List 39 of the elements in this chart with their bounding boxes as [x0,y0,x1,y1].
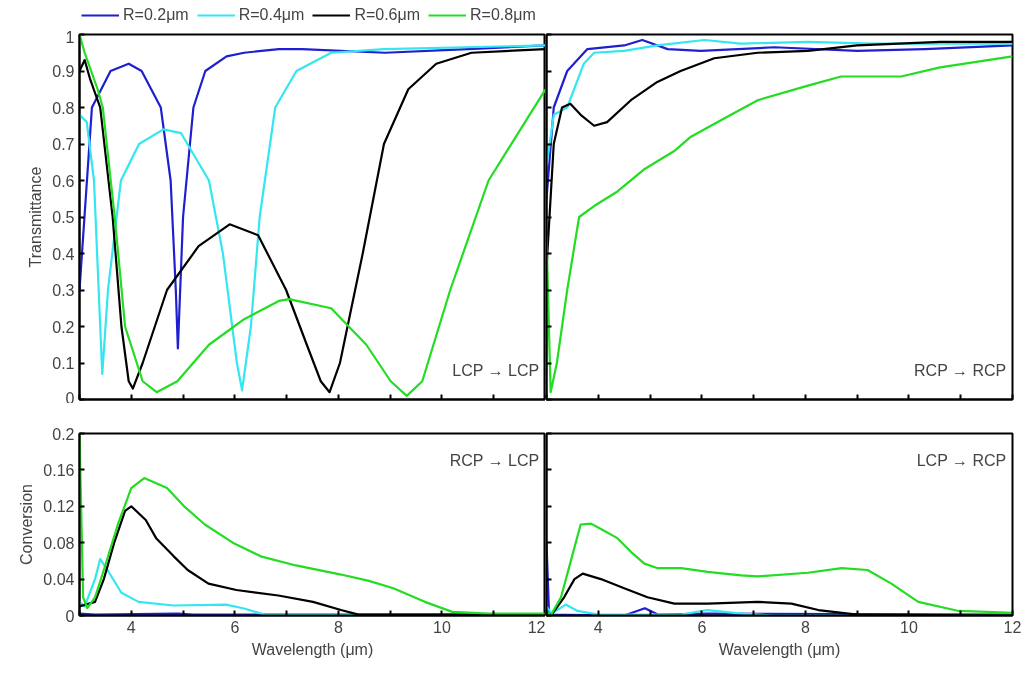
x-tick-label: 4 [593,618,603,636]
y-tick-label: 0.7 [52,136,75,153]
legend-label: R=0.6μm [354,6,421,24]
legend-label: R=0.4μm [238,6,305,24]
x-tick-label: 10 [433,618,451,636]
y-tick-label: 0.8 [52,99,75,117]
x-tick-label: 12 [527,618,546,636]
x-axis-title: Wavelength (μm) [718,640,841,658]
y-tick-label: 0.2 [52,425,75,443]
x-tick-label: 10 [900,618,918,636]
x-tick-label: 8 [333,618,343,636]
y-axis-title: Transmittance [27,166,45,268]
y-tick-label: 0.4 [52,245,75,263]
legend-label: R=0.8μm [470,6,536,24]
y-tick-label: 0.5 [52,209,75,226]
y-axis-title: Conversion [18,484,36,565]
y-tick-label: 0.9 [52,63,75,80]
y-tick-label: 0.6 [52,172,75,190]
annotation: LCP → LCP [452,361,540,379]
legend-label: R=0.2μm [123,6,189,24]
y-tick-label: 0 [65,607,75,625]
x-tick-label: 6 [697,618,707,636]
y-tick-label: 0.08 [43,534,75,552]
y-tick-label: 0.04 [43,571,75,589]
x-axis-title: Wavelength (μm) [251,640,374,658]
x-tick-label: 6 [230,618,240,636]
y-tick-label: 0 [65,389,75,407]
x-tick-label: 4 [126,618,136,636]
x-tick-label: 12 [1003,618,1022,636]
y-tick-label: 0.2 [52,318,75,336]
annotation: LCP → RCP [916,452,1007,470]
annotation: RCP → LCP [449,452,540,470]
y-tick-label: 0.3 [52,282,75,299]
annotation: RCP → RCP [914,361,1007,379]
y-tick-label: 0.12 [43,498,75,516]
x-tick-label: 8 [800,618,810,636]
y-tick-label: 1 [65,28,75,46]
y-tick-label: 0.16 [43,461,75,479]
y-tick-label: 0.1 [52,355,75,372]
